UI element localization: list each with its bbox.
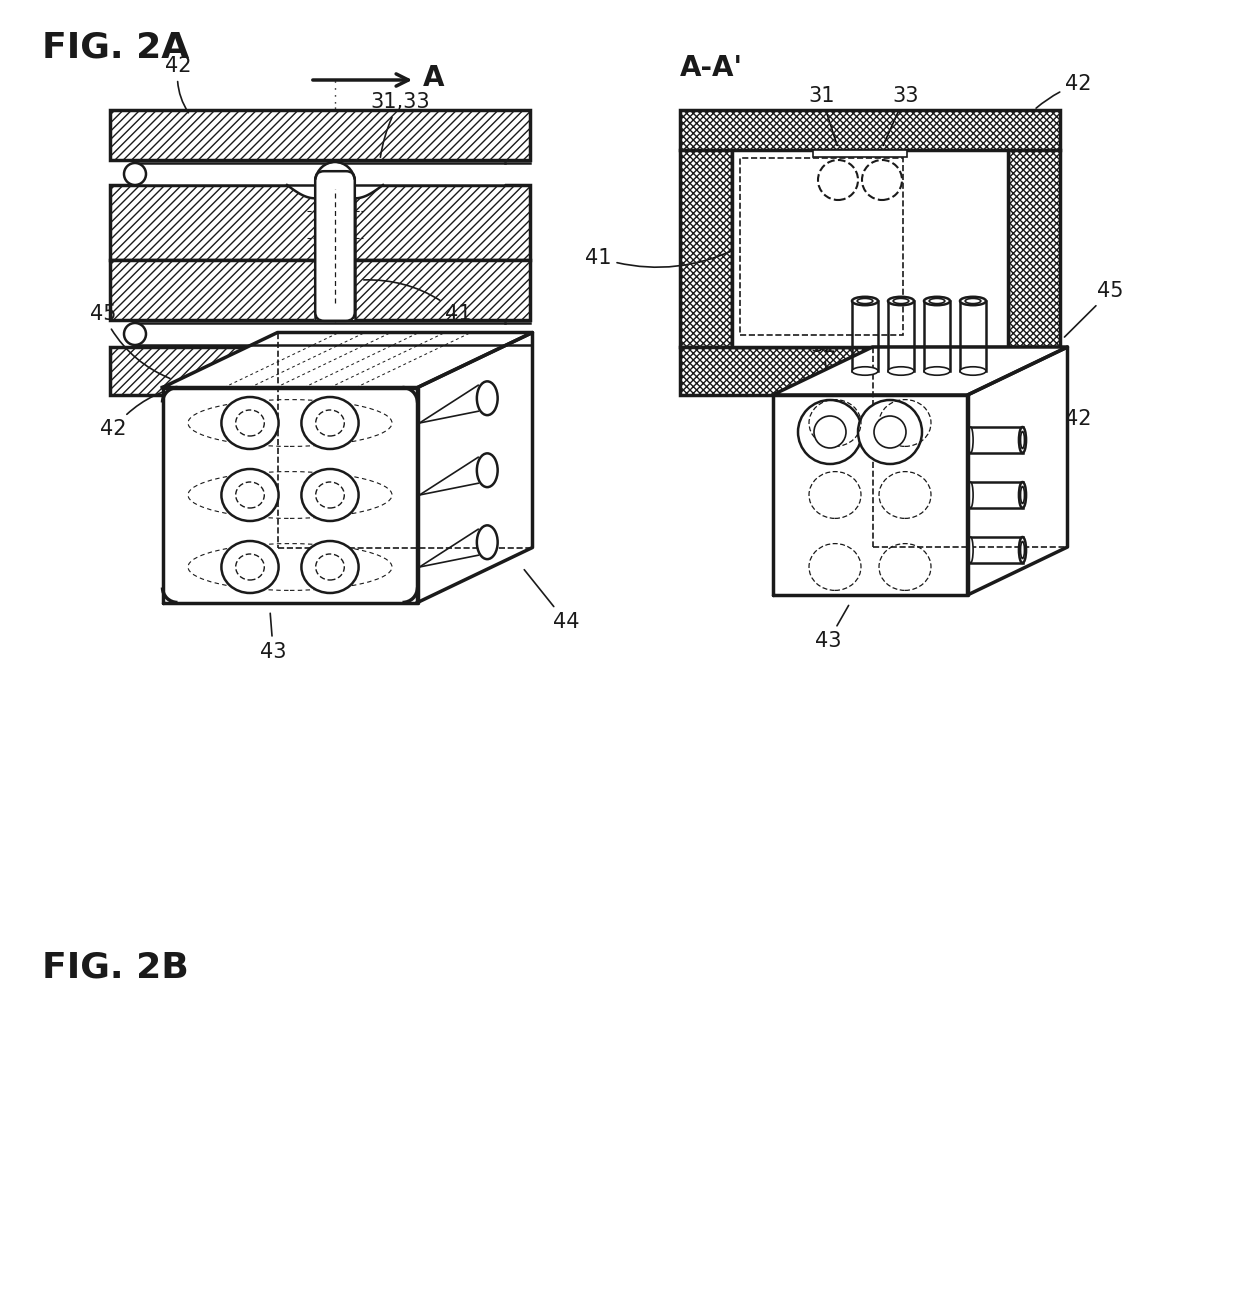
Bar: [680, 347, 1060, 394]
Ellipse shape: [965, 299, 981, 304]
Ellipse shape: [477, 381, 497, 416]
Bar: [740, 158, 903, 335]
Circle shape: [124, 323, 146, 345]
Circle shape: [124, 163, 146, 185]
Text: 44: 44: [811, 220, 899, 289]
Text: 42: 42: [1037, 74, 1091, 108]
Bar: [1008, 150, 1060, 347]
Text: 32,34: 32,34: [402, 350, 480, 408]
Text: FIG. 2A: FIG. 2A: [42, 30, 190, 64]
Bar: [110, 260, 529, 320]
Circle shape: [862, 160, 901, 200]
Text: 43: 43: [260, 613, 286, 661]
Text: 45: 45: [1064, 281, 1123, 337]
Text: 32: 32: [810, 337, 837, 396]
Text: 43: 43: [815, 605, 848, 651]
Ellipse shape: [968, 483, 973, 508]
Text: 41: 41: [363, 280, 471, 323]
Circle shape: [858, 400, 923, 464]
Polygon shape: [162, 388, 418, 602]
Text: 31,33: 31,33: [370, 92, 429, 158]
Text: FIG. 2B: FIG. 2B: [42, 951, 188, 985]
Ellipse shape: [316, 410, 345, 437]
Wedge shape: [315, 163, 355, 183]
Text: A': A': [423, 417, 453, 444]
Circle shape: [799, 400, 862, 464]
Ellipse shape: [477, 454, 497, 487]
Polygon shape: [773, 394, 967, 594]
Circle shape: [813, 416, 846, 448]
Ellipse shape: [1021, 487, 1024, 504]
Ellipse shape: [301, 397, 358, 448]
Polygon shape: [162, 333, 532, 388]
Ellipse shape: [960, 297, 986, 305]
Ellipse shape: [236, 483, 264, 508]
Ellipse shape: [236, 410, 264, 437]
Ellipse shape: [316, 483, 345, 508]
Text: A-A': A-A': [680, 54, 743, 82]
Ellipse shape: [1021, 431, 1024, 448]
Bar: [680, 347, 1060, 394]
Ellipse shape: [857, 299, 873, 304]
Polygon shape: [773, 347, 1068, 394]
Ellipse shape: [968, 537, 973, 563]
Bar: [110, 347, 529, 394]
Bar: [110, 110, 529, 160]
Bar: [135, 163, 505, 185]
Text: 44: 44: [1029, 438, 1069, 504]
Ellipse shape: [222, 540, 279, 593]
Ellipse shape: [301, 540, 358, 593]
Bar: [110, 185, 529, 260]
Ellipse shape: [236, 554, 264, 580]
Ellipse shape: [929, 299, 945, 304]
Text: 44: 44: [525, 569, 579, 631]
Ellipse shape: [888, 297, 914, 305]
Ellipse shape: [1019, 537, 1025, 563]
Bar: [680, 150, 732, 347]
Polygon shape: [418, 333, 532, 602]
Text: 34: 34: [892, 337, 926, 396]
Bar: [110, 110, 529, 160]
Bar: [680, 150, 732, 347]
Circle shape: [818, 160, 858, 200]
Text: 31: 31: [808, 85, 837, 146]
Ellipse shape: [852, 297, 878, 305]
Ellipse shape: [960, 367, 986, 375]
Ellipse shape: [924, 367, 950, 375]
Ellipse shape: [222, 397, 279, 448]
Ellipse shape: [888, 367, 914, 375]
Polygon shape: [967, 347, 1068, 594]
Text: 33: 33: [883, 85, 919, 146]
FancyBboxPatch shape: [315, 171, 355, 321]
Ellipse shape: [222, 469, 279, 521]
Text: 42: 42: [165, 57, 191, 113]
Ellipse shape: [477, 526, 497, 559]
Ellipse shape: [893, 299, 909, 304]
Ellipse shape: [1019, 483, 1025, 508]
Ellipse shape: [968, 427, 973, 452]
Circle shape: [874, 416, 906, 448]
Text: 41: 41: [585, 247, 734, 267]
Text: A: A: [423, 64, 444, 92]
Text: 42: 42: [1037, 400, 1091, 429]
Bar: [110, 260, 529, 320]
Ellipse shape: [1019, 427, 1025, 452]
Bar: [680, 110, 1060, 150]
Bar: [732, 150, 1008, 347]
Ellipse shape: [852, 367, 878, 375]
Text: 45: 45: [91, 304, 170, 379]
Bar: [813, 150, 906, 156]
Bar: [110, 347, 529, 394]
Ellipse shape: [301, 469, 358, 521]
Ellipse shape: [924, 297, 950, 305]
Polygon shape: [286, 185, 383, 255]
Bar: [680, 110, 1060, 150]
Text: 42: 42: [100, 385, 187, 439]
Bar: [314, 260, 356, 320]
Ellipse shape: [316, 554, 345, 580]
Bar: [135, 323, 505, 345]
Bar: [110, 185, 529, 260]
Ellipse shape: [1021, 542, 1024, 559]
Bar: [1008, 150, 1060, 347]
